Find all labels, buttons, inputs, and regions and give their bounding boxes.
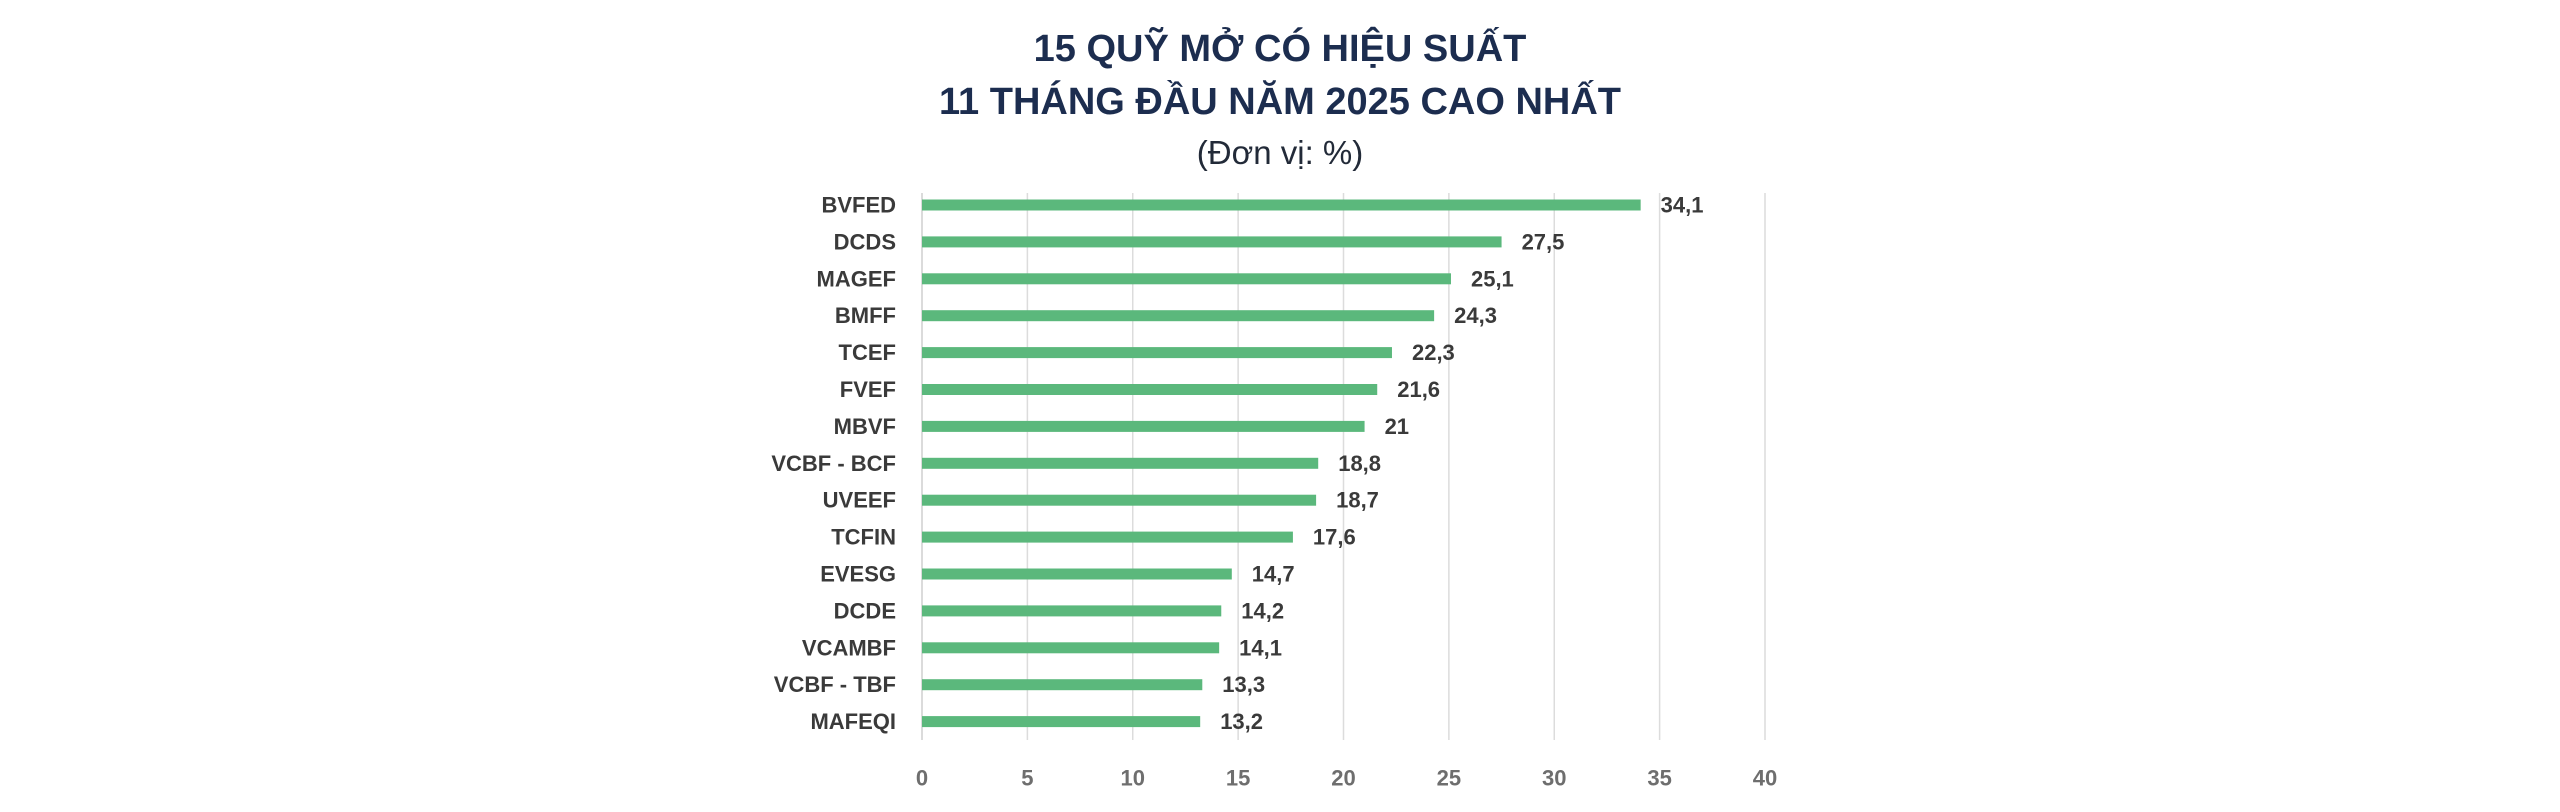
data-label: 27,5 [1522, 229, 1565, 254]
bar-vcbf-bcf [922, 457, 1319, 469]
bar-magef [922, 273, 1451, 285]
bar-vcambf [922, 642, 1220, 654]
category-label: BMFF [835, 303, 896, 328]
category-label: TCEF [839, 340, 896, 365]
data-label: 34,1 [1661, 193, 1704, 218]
data-label: 13,2 [1220, 709, 1263, 734]
data-label: 13,3 [1222, 672, 1265, 697]
data-label: 14,7 [1252, 562, 1295, 587]
x-tick-label: 5 [1021, 766, 1033, 791]
category-label: BVFED [821, 193, 896, 218]
bar-dcde [922, 605, 1222, 617]
data-label: 14,2 [1241, 598, 1284, 623]
bar-dcds [922, 236, 1502, 248]
data-label: 21 [1385, 414, 1409, 439]
x-tick-label: 30 [1542, 766, 1566, 791]
x-tick-label: 25 [1437, 766, 1461, 791]
category-label: VCBF - TBF [774, 672, 896, 697]
x-tick-label: 20 [1331, 766, 1355, 791]
x-tick-label: 0 [916, 766, 928, 791]
x-tick-label: 15 [1226, 766, 1250, 791]
category-label: VCAMBF [802, 635, 896, 660]
category-label: DCDS [834, 229, 896, 254]
bar-tcef [922, 347, 1392, 359]
chart-title-line-2: 11 THÁNG ĐẦU NĂM 2025 CAO NHẤT [939, 81, 1621, 123]
category-label: MBVF [834, 414, 896, 439]
data-label: 17,6 [1313, 525, 1356, 550]
category-label: UVEEF [823, 488, 896, 513]
bar-fvef [922, 384, 1378, 395]
bar-tcfin [922, 531, 1293, 543]
data-label: 14,1 [1239, 635, 1282, 660]
category-label: MAGEF [817, 266, 896, 291]
category-label: VCBF - BCF [771, 451, 896, 476]
data-label: 22,3 [1412, 340, 1455, 365]
category-label: TCFIN [831, 525, 896, 550]
x-tick-label: 10 [1121, 766, 1145, 791]
bar-mbvf [922, 420, 1365, 432]
chart-title-line-1: 15 QUỸ MỞ CÓ HIỆU SUẤT [1033, 28, 1527, 70]
bar-vcbf-tbf [922, 679, 1203, 691]
bars: BVFED 34,1 DCDS 27,5 MAGEF 25,1 BMFF 24,3 TCEF 22… [771, 193, 1703, 735]
data-label: 24,3 [1454, 303, 1497, 328]
x-tick-label: 40 [1753, 766, 1777, 791]
x-tick-label: 35 [1647, 766, 1671, 791]
category-label: EVESG [820, 562, 896, 587]
data-label: 18,7 [1336, 488, 1379, 513]
chart-subtitle: (Đơn vị: %) [1196, 134, 1364, 171]
bar-uveef [922, 494, 1317, 506]
data-label: 25,1 [1471, 266, 1514, 291]
bar-mafeqi [922, 716, 1201, 728]
x-axis-ticks: 0 5 10 15 20 25 30 35 40 [916, 766, 1777, 791]
data-label: 18,8 [1338, 451, 1381, 476]
bar-bmff [922, 310, 1435, 322]
data-label: 21,6 [1397, 377, 1440, 402]
category-label: DCDE [834, 598, 896, 623]
bar-bvfed [922, 199, 1641, 211]
bar-evesg [922, 568, 1232, 580]
category-label: FVEF [840, 377, 896, 402]
category-label: MAFEQI [810, 709, 896, 734]
